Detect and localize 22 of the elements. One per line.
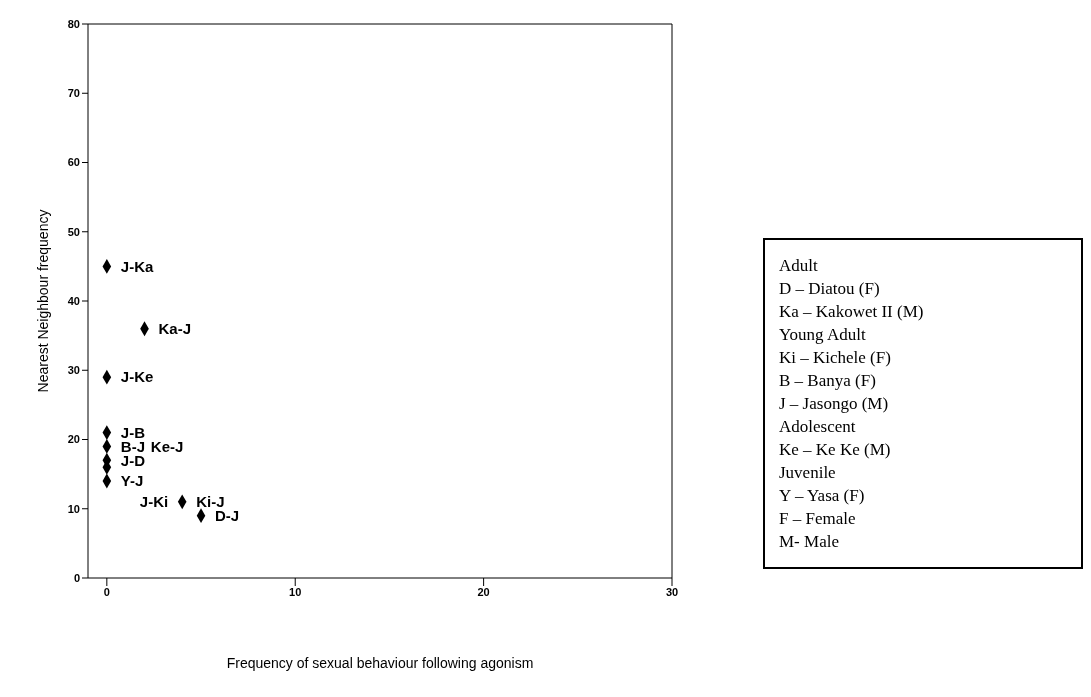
annotation: Ka-J	[158, 319, 192, 337]
y-tick-label: 80	[67, 17, 80, 30]
x-tick-label: 10	[289, 585, 302, 598]
y-tick-label: 50	[67, 225, 80, 238]
y-tick-label: 60	[67, 156, 80, 169]
x-tick-label: 30	[665, 585, 679, 598]
annotation: J-Ki	[139, 493, 169, 511]
y-tick-label: 30	[67, 364, 80, 377]
y-tick-label: 70	[67, 87, 80, 100]
x-tick-label: 20	[477, 585, 490, 598]
y-tick-label: 40	[67, 294, 80, 307]
key-card: Adult D – Diatou (F) Ka – Kakowet II (M) Young Adult Ki – Kichele (F) B – Banya (F) J – Jasongo (M) Adolescent Ke – Ke Ke (M) Juvenile Y – Yasa (F) F – Female M- Male	[763, 238, 1083, 569]
annotation: J-Ka	[120, 257, 155, 275]
annotation: J-Ke	[120, 368, 154, 386]
y-tick-label: 10	[67, 502, 80, 515]
annotation: Y-J	[120, 472, 144, 490]
y-tick-label: 0	[73, 571, 80, 584]
y-tick-label: 20	[67, 433, 80, 446]
x-axis-title: Frequency of sexual behaviour following agonism	[226, 654, 534, 671]
y-axis-title: Nearest Neighbour frequency	[34, 209, 51, 393]
annotation: Ke-J	[150, 437, 184, 455]
x-tick-label: 0	[103, 585, 110, 598]
